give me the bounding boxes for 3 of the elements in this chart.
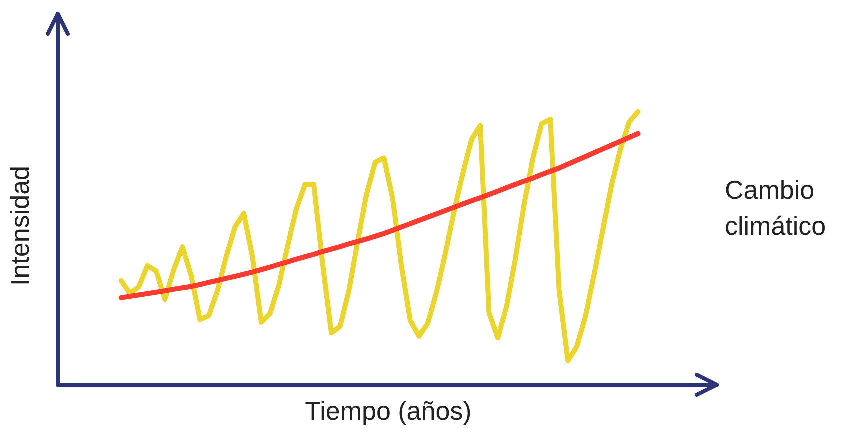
x-axis-title: Tiempo (años) <box>305 396 472 426</box>
text: Cambio climático <box>725 175 826 241</box>
y-axis-title: Intensidad <box>5 166 35 286</box>
